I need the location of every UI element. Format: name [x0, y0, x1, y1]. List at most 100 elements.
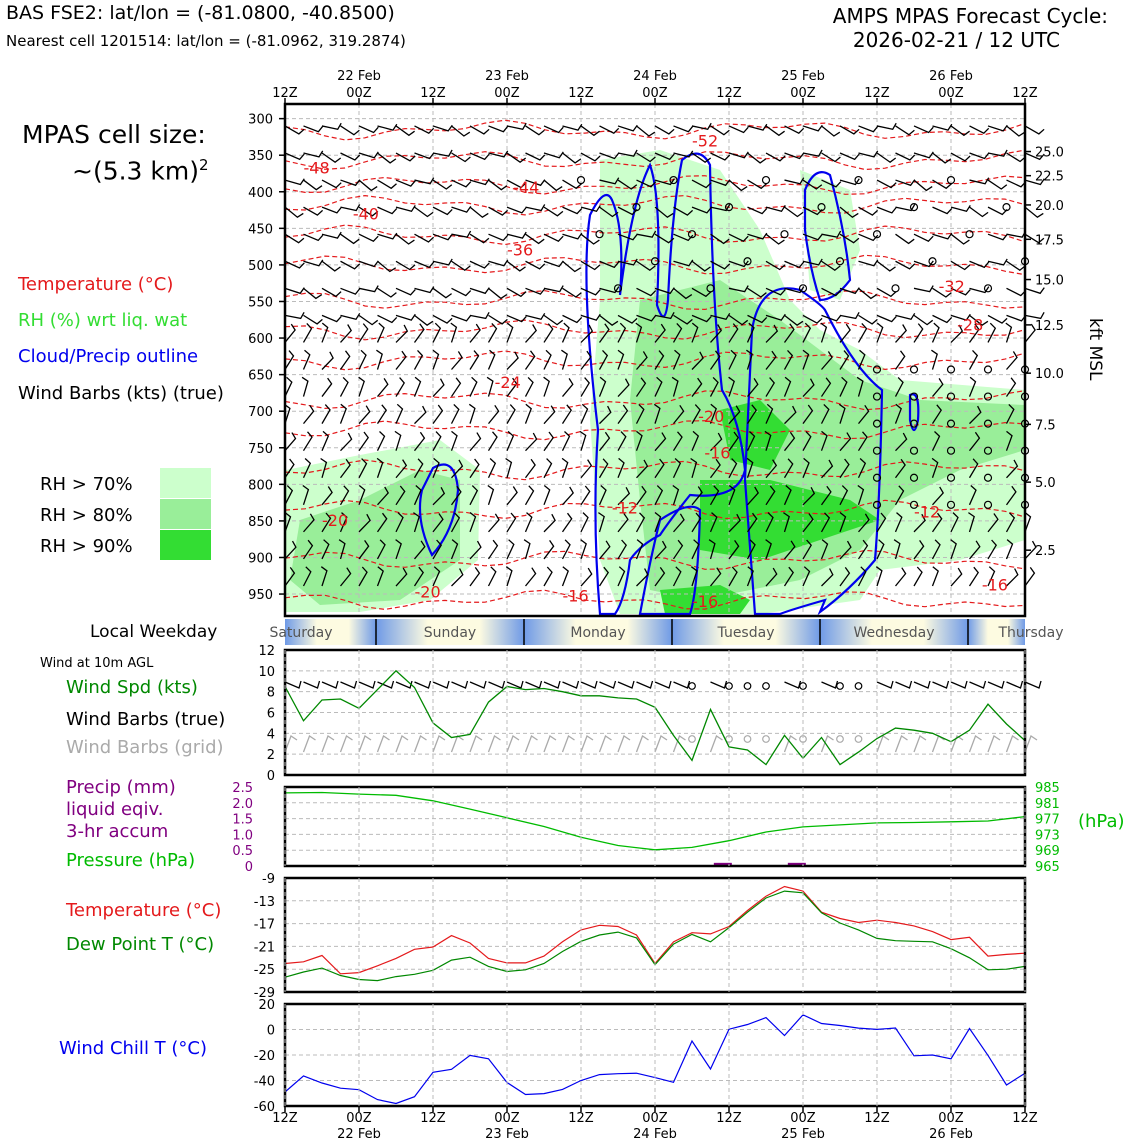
wind-barb	[654, 287, 675, 295]
wind-barb	[857, 539, 869, 560]
wind-barb	[654, 178, 675, 186]
wind-barb	[635, 539, 644, 560]
wind-barb	[746, 431, 756, 451]
wind-barb	[414, 125, 435, 134]
wind-barb	[969, 405, 982, 425]
wind-barb-true	[562, 680, 580, 689]
wind-barb	[561, 539, 571, 560]
wind-barb	[543, 151, 564, 159]
wind-barb-calm	[854, 175, 863, 185]
wind-barb	[672, 539, 684, 560]
wind-barb	[950, 287, 971, 296]
wind-barb	[987, 149, 1008, 157]
wind-barb	[617, 487, 631, 506]
wind-barb	[931, 404, 943, 424]
temperature-contour-label: -16	[704, 444, 730, 463]
wind-barb	[543, 513, 556, 533]
wind-barb	[784, 177, 805, 185]
wind-barb	[525, 432, 538, 452]
wind-barb-grid	[413, 735, 427, 753]
kft-tick-label: 7.5	[1035, 418, 1056, 433]
cell-size-value: ~(5.3 km)2	[72, 156, 209, 185]
wind-barb	[802, 431, 812, 452]
wind-barb	[432, 322, 442, 343]
wind-barb	[747, 232, 768, 240]
wind-barb	[728, 349, 737, 370]
wind-barb	[728, 566, 738, 587]
wind-barb	[617, 378, 630, 398]
wind-barb	[543, 260, 564, 268]
dewpoint-label: Dew Point T (°C)	[66, 934, 215, 955]
wind-barb	[414, 233, 435, 243]
bottom-hour-label: 12Z	[1012, 1111, 1038, 1126]
wind-barb	[820, 539, 829, 560]
wind-barb	[821, 351, 833, 370]
wind-barb	[1005, 322, 1013, 343]
wind-barb	[303, 125, 324, 133]
wind-barb	[839, 432, 852, 452]
wind-barb-true-calm	[762, 682, 770, 690]
wind-barb	[858, 513, 870, 533]
wind-barb	[339, 376, 349, 397]
wind-barb	[450, 539, 459, 560]
wind-barb	[839, 511, 847, 533]
wind-barb	[617, 149, 638, 157]
wind-barb	[450, 430, 458, 451]
bottom-date-label: 26 Feb	[929, 1127, 973, 1140]
wind-barb	[414, 405, 427, 425]
wind-barb	[654, 311, 675, 320]
wind-barb	[691, 179, 712, 189]
wind-barb	[932, 486, 945, 506]
wind-tick-label: 6	[267, 707, 275, 722]
wind-barb	[654, 567, 666, 587]
wind-barb	[450, 377, 462, 397]
wind-barb	[580, 233, 600, 245]
wind-barb-true	[821, 680, 839, 689]
wind-barb	[339, 567, 352, 587]
wind-barb	[765, 539, 772, 560]
cell-size-label: MPAS cell size:	[22, 120, 206, 149]
wind-barb	[893, 539, 901, 560]
pressure-tick-label: 600	[248, 332, 273, 347]
temperature-contour-label: -20	[698, 407, 724, 426]
wind-barb-calm	[780, 230, 789, 239]
wind-barb	[488, 513, 500, 533]
wind-spd-label: Wind Spd (kts)	[66, 677, 198, 698]
wind-barb	[673, 314, 693, 325]
wind-barb	[691, 260, 711, 272]
wind-barb	[358, 540, 370, 560]
wind-at-label: Wind at 10m AGL	[40, 656, 154, 671]
wind-barb	[1024, 540, 1037, 560]
wind-barb	[673, 125, 694, 133]
temperature-contour	[284, 420, 1026, 441]
wind-barb	[523, 539, 531, 560]
bottom-hour-label: 00Z	[494, 1111, 520, 1126]
wind-barb	[617, 431, 627, 452]
wind-barb	[376, 431, 386, 451]
temperature-contour-label: -28	[957, 316, 983, 335]
wind-barb	[765, 233, 785, 245]
wind-barb	[377, 378, 389, 397]
wind-barb	[746, 404, 758, 424]
wind-barb	[839, 350, 850, 370]
wind-barb-calm	[706, 284, 715, 293]
wind-barb	[728, 540, 740, 560]
wind-barb	[858, 259, 879, 267]
wind-barb	[450, 512, 461, 533]
wind-barb	[580, 205, 601, 213]
wind-barb-calm	[946, 500, 956, 509]
temperature-contour	[284, 290, 1026, 311]
bottom-date-label: 22 Feb	[337, 1127, 381, 1140]
wind-barb	[672, 322, 683, 343]
wind-barb	[654, 540, 667, 560]
wind-barb	[1006, 125, 1026, 137]
rh90-region	[700, 480, 880, 560]
wind-barb	[839, 152, 860, 161]
wind-barb-calm	[909, 473, 919, 482]
wind-barb	[968, 458, 979, 479]
wind-barb	[395, 324, 409, 343]
wind-barb	[321, 231, 342, 239]
wind-barb	[303, 179, 323, 191]
wind-barb	[506, 314, 527, 323]
wind-barb	[413, 349, 424, 370]
